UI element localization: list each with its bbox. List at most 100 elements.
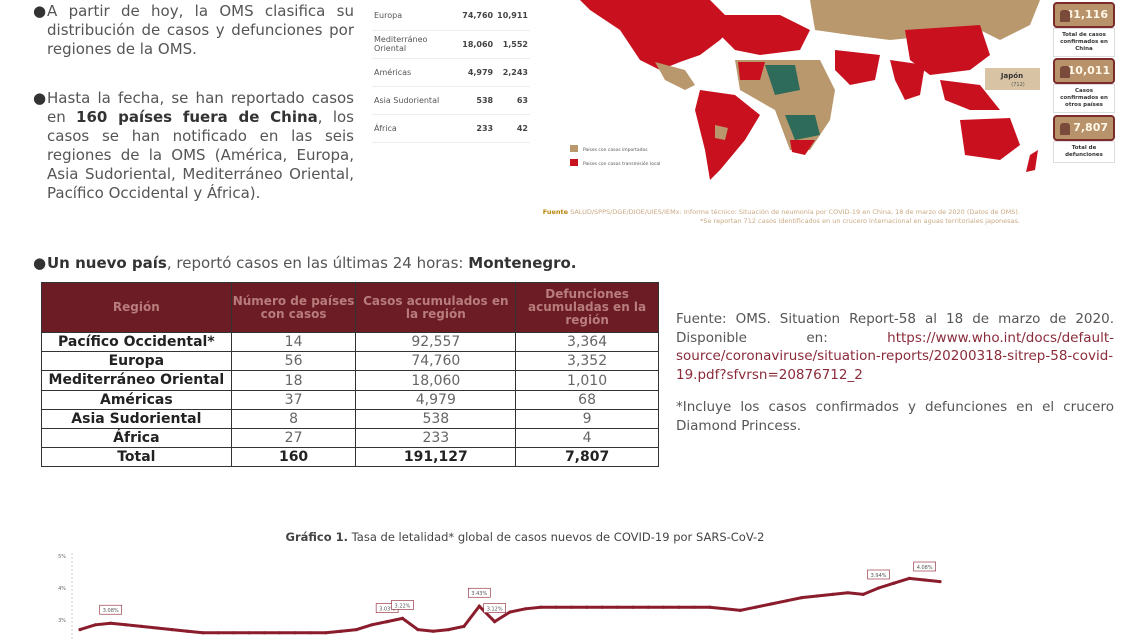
data-point xyxy=(692,605,696,609)
data-point xyxy=(477,604,481,608)
data-point xyxy=(155,626,159,630)
map-japan-label: Japón xyxy=(1000,72,1023,80)
data-point xyxy=(339,629,343,633)
source-link[interactable]: https://www.who.int/docs/default-source/… xyxy=(676,329,1114,383)
data-point xyxy=(769,602,773,606)
data-point xyxy=(892,581,896,585)
mini-cell-region: Europa xyxy=(372,2,461,31)
map-australia xyxy=(960,118,1020,160)
table-cell: 3,364 xyxy=(515,332,659,352)
mini-cell-deaths: 10,911 xyxy=(495,2,530,31)
world-map: Japón (712) Países con casos importados … xyxy=(570,0,1040,180)
data-point xyxy=(800,596,804,600)
table-cell: 18,060 xyxy=(355,370,517,391)
mini-table-row: Asia Sudoriental 538 63 xyxy=(372,86,530,115)
data-point xyxy=(754,605,758,609)
data-point xyxy=(446,628,451,632)
who-source: Fuente: OMS. Situation Report-58 al 18 d… xyxy=(676,310,1114,435)
map-middle-east xyxy=(835,50,880,85)
mini-region-table: Europa 74,760 10,911 Mediterráneo Oriental 1… xyxy=(372,2,530,143)
bullet-bold: 160 países fuera de China xyxy=(76,108,318,126)
data-point xyxy=(539,605,543,609)
stat-card: 81,116 Total de casos confirmados en Chin… xyxy=(1053,2,1115,57)
table-cell: 4,979 xyxy=(355,390,517,410)
data-point xyxy=(78,628,82,632)
map-china xyxy=(905,25,990,75)
bullet-bold: Un nuevo país xyxy=(47,254,167,272)
y-tick-label: 4% xyxy=(58,586,66,592)
data-point xyxy=(615,605,620,609)
table-cell: 74,760 xyxy=(355,351,517,371)
source-text: Fuente: OMS. Situation Report-58 al 18 d… xyxy=(676,311,1114,346)
source-note: *Incluye los casos confirmados y defunci… xyxy=(676,399,1114,434)
stat-card: 7,807 Total de defunciones xyxy=(1053,115,1115,163)
mini-cell-cases: 74,760 xyxy=(460,2,496,31)
data-label: 3.03% xyxy=(379,607,395,613)
data-label-box xyxy=(467,587,491,598)
table-cell: 18 xyxy=(230,370,357,391)
map-source-label: Fuente xyxy=(542,208,569,216)
table-cell: 538 xyxy=(355,409,517,429)
data-point xyxy=(231,631,236,635)
map-japan-box xyxy=(985,68,1040,90)
table-cell: Pacífico Occidental* xyxy=(41,332,232,352)
mini-cell-region: Asia Sudoriental xyxy=(372,86,461,115)
map-europe xyxy=(710,15,810,55)
stat-caption: Total de defunciones xyxy=(1053,141,1115,163)
data-point xyxy=(139,624,144,628)
data-point xyxy=(493,620,497,624)
mini-table-row: Europa 74,760 10,911 xyxy=(372,2,530,31)
table-cell: 233 xyxy=(355,428,517,448)
new-country-bullet: ● Un nuevo país, reportó casos en las últ… xyxy=(33,254,647,273)
data-point xyxy=(677,605,681,609)
map-asia xyxy=(810,0,1040,40)
data-label: 3.08% xyxy=(103,608,119,614)
data-point xyxy=(278,631,282,635)
people-icon xyxy=(1060,66,1070,78)
table-cell: 68 xyxy=(515,390,659,410)
data-point xyxy=(938,580,942,584)
stat-card: 110,011 Casos confirmados en otros países xyxy=(1053,58,1115,113)
table-cell: 1,010 xyxy=(515,370,659,391)
data-point xyxy=(784,599,789,603)
legend-label-imported: Países con casos importados xyxy=(583,146,648,153)
data-label: 3.43% xyxy=(471,591,487,597)
mini-table-row: Mediterráneo Oriental 18,060 1,552 xyxy=(372,30,530,59)
table-cell: 37 xyxy=(230,390,357,410)
map-source: Fuente SALUD/SPPS/DGE/DIOE/UIES/IEMx: In… xyxy=(430,208,1020,226)
data-label-box xyxy=(913,561,936,572)
stat-value: 110,011 xyxy=(1060,64,1111,77)
bullet-text: Hasta la fecha, se han reportado casos e… xyxy=(47,89,354,126)
deaths-icon xyxy=(1060,123,1070,135)
data-point xyxy=(216,631,220,635)
data-point xyxy=(262,631,266,635)
data-point xyxy=(293,631,297,635)
data-point xyxy=(631,605,635,609)
chart-title-bold: Gráfico 1. xyxy=(285,530,349,544)
data-label: 4.08% xyxy=(917,565,933,571)
data-point xyxy=(830,592,835,596)
data-point xyxy=(907,576,911,580)
mini-cell-region: Mediterráneo Oriental xyxy=(372,30,461,59)
table-cell: 27 xyxy=(230,428,357,448)
column-header: Región xyxy=(41,282,232,333)
table-cell: 4 xyxy=(515,428,659,448)
mini-cell-deaths: 1,552 xyxy=(495,30,530,59)
map-source-note: *Se reportan 712 casos identificados en … xyxy=(700,217,1020,225)
table-row: Pacífico Occidental* 14 92,557 3,364 xyxy=(41,332,659,352)
data-point xyxy=(661,605,666,609)
total-cell: 7,807 xyxy=(515,447,659,467)
data-point xyxy=(416,628,420,632)
data-point xyxy=(569,605,574,609)
map-north-america xyxy=(580,0,735,70)
column-header: Casos acumulados en la región xyxy=(355,282,517,333)
data-label: 3.22% xyxy=(395,603,411,609)
data-point xyxy=(170,628,174,632)
bullet-dot: ● xyxy=(33,2,47,20)
data-point xyxy=(308,631,312,635)
mini-cell-deaths: 63 xyxy=(495,86,530,115)
mini-cell-cases: 538 xyxy=(460,86,496,115)
map-mexico xyxy=(655,62,695,90)
data-point xyxy=(846,591,850,595)
mini-cell-deaths: 42 xyxy=(495,114,530,143)
